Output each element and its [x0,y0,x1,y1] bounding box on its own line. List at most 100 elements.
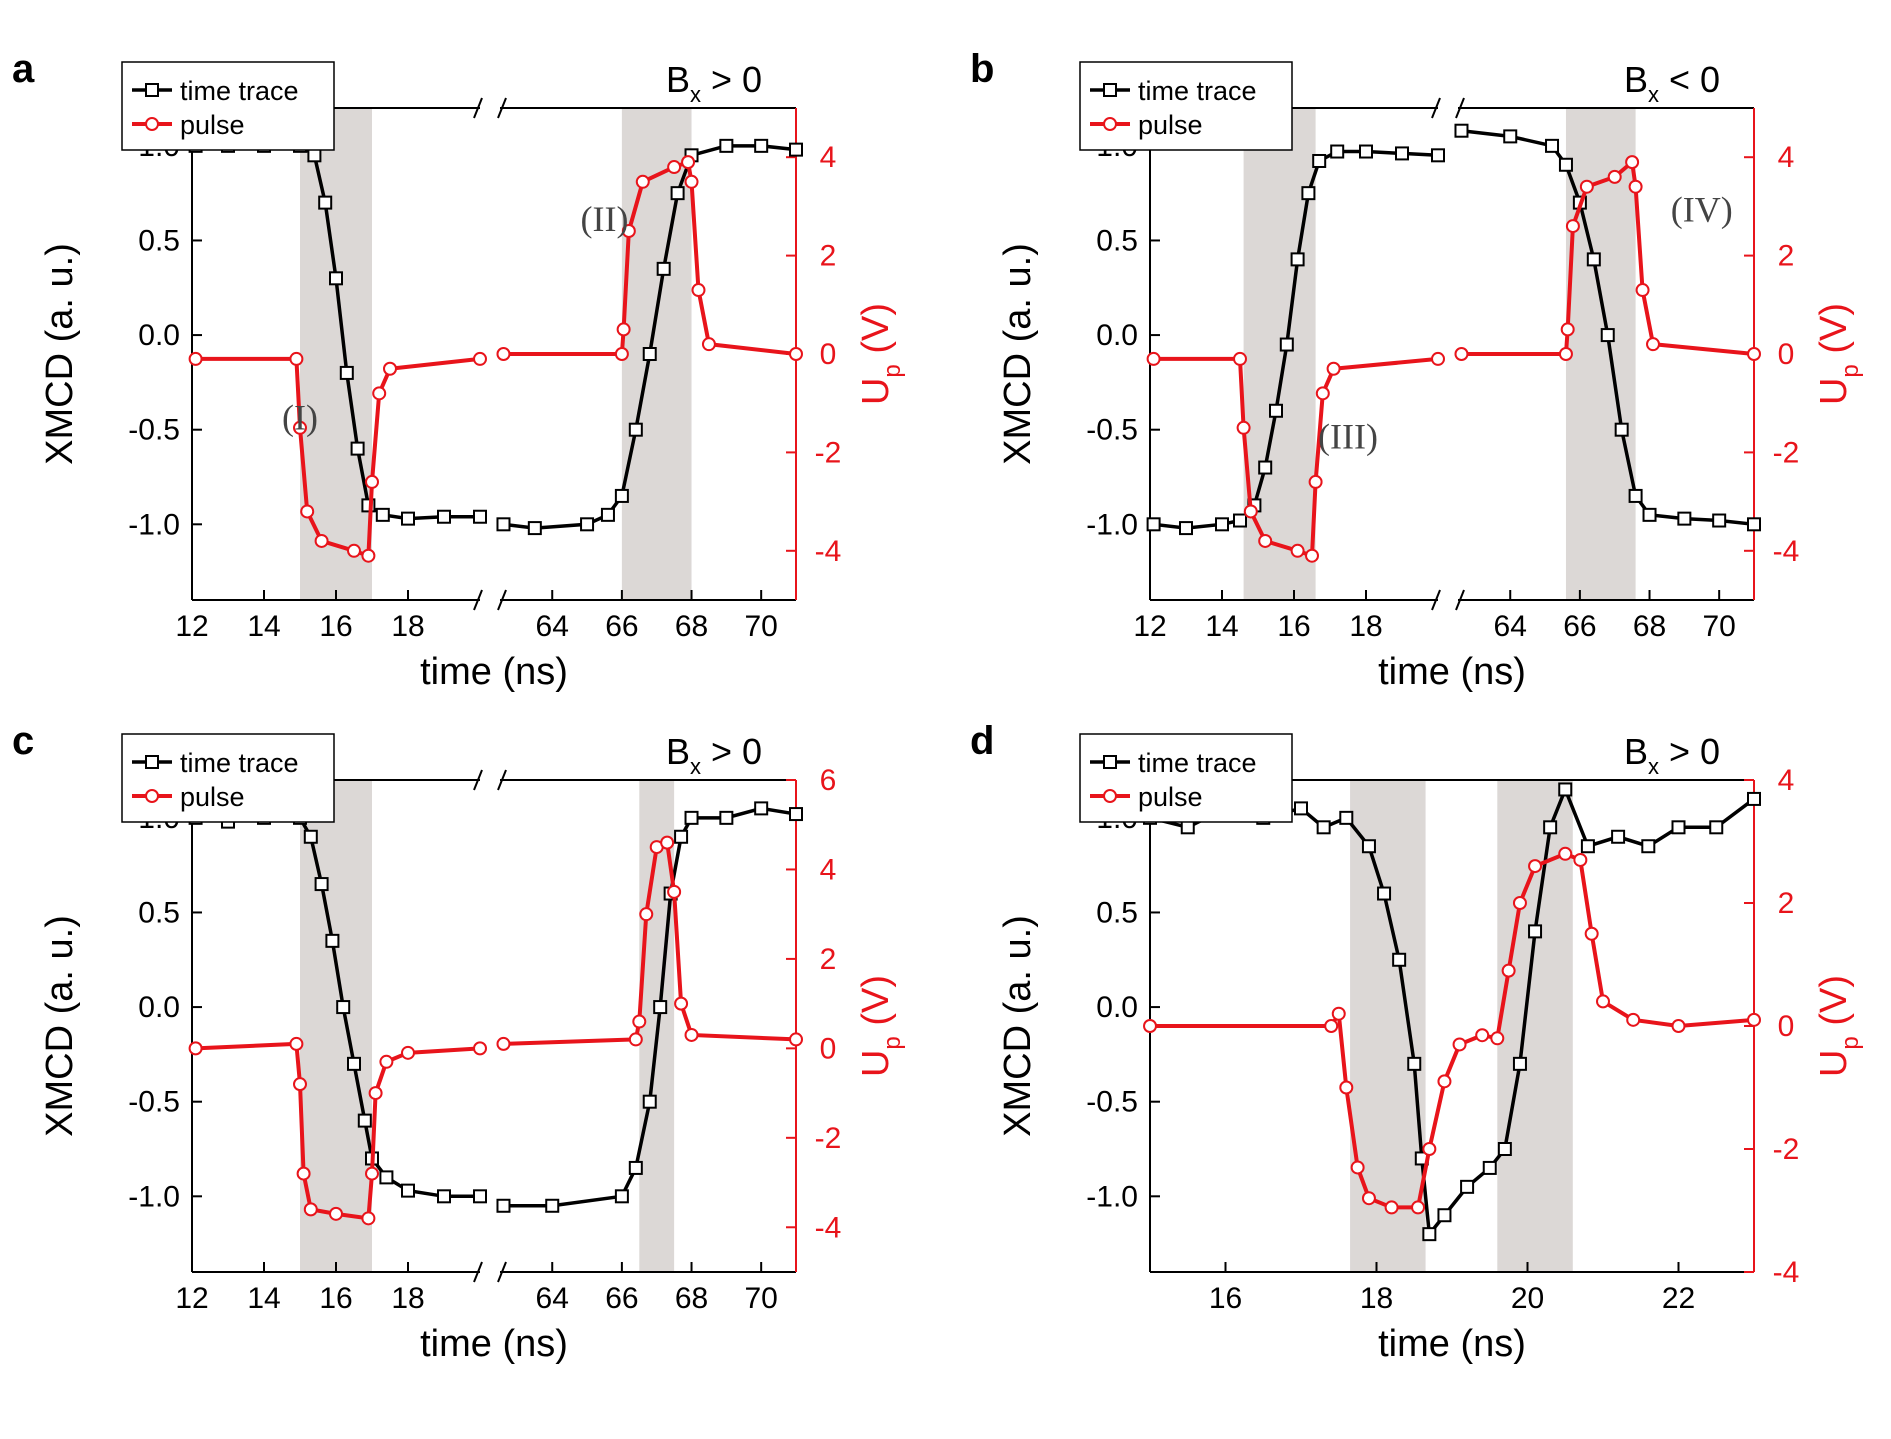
trace-point [336,1000,351,1015]
pulse-point [1326,361,1341,376]
legend-trace-label: time trace [180,76,299,106]
trace-point [754,801,769,816]
field-label-sub: x [690,754,701,779]
legend: time trace pulse [1079,61,1293,151]
pulse-point [1411,1200,1426,1215]
legend: time trace pulse [121,733,335,823]
series-pulse [1146,155,1761,563]
trace-point [1747,791,1761,806]
axis-break-mark [473,589,483,611]
y-right-label-unit: (V) [855,303,897,364]
field-label-b: B [666,59,690,100]
trace-point [1628,488,1643,503]
pulse-point [1671,1019,1686,1033]
trace-point [1503,129,1518,144]
pulse-point [1422,1142,1437,1156]
trace-point [642,1094,657,1109]
pulse-point [383,361,397,376]
field-label-b: B [666,731,690,772]
y-left-tick-label: -1.0 [128,1180,180,1213]
trace-point [401,511,415,526]
pulse-point [1501,963,1516,978]
trace-point [1543,820,1558,835]
y-left-tick-label: 0.5 [138,896,180,929]
field-label-sign: > 0 [1659,731,1720,772]
x-tick-label: 12 [175,610,208,643]
field-label-sign: < 0 [1659,59,1720,100]
field-label: Bx < 0 [1624,59,1720,107]
pulse-point [329,1206,343,1221]
field-label-sub: x [690,82,701,107]
trace-point [318,195,333,210]
y-right-tick-label: 4 [1778,141,1795,174]
trace-point [656,261,671,276]
trace-point [719,138,734,153]
trace-point [1179,521,1193,536]
pulse-point [667,160,682,175]
x-axis-label: time (ns) [420,651,568,693]
trace-point [1497,1142,1512,1156]
pulse-window-shade [300,780,372,1272]
trace-point [1512,1056,1527,1071]
axis-break-mark [497,769,507,791]
y-left-tick-label: -0.5 [1086,1086,1138,1119]
pulse-point [300,504,315,519]
y-right-tick-label: 2 [820,943,837,976]
series-line [1150,851,1755,1210]
y-right-tick-label: 0 [1778,338,1795,371]
trace-point [545,1198,560,1213]
pulse-point [1350,1160,1365,1175]
y-left-tick-label: 0.5 [1096,224,1138,257]
trace-point [350,441,365,456]
trace-point [628,422,643,437]
pulse-point [667,884,682,899]
y-left-axis-label: XMCD (a. u.) [997,915,1039,1137]
pulse-point [188,351,203,366]
trace-point [496,1198,511,1213]
x-tick-label: 18 [391,1282,424,1315]
y-left-tick-label: -1.0 [128,508,180,541]
pulse-point [1560,322,1575,337]
legend-pulse-label: pulse [180,110,245,140]
trace-point [1747,517,1761,532]
legend-trace-label: time trace [1138,748,1257,778]
trace-point [1677,511,1692,526]
trace-point [1279,337,1294,352]
field-label-sign: > 0 [701,731,762,772]
trace-point [379,1170,394,1185]
y-right-label-unit: (V) [855,975,897,1036]
pulse-point [1258,533,1273,548]
trace-point [789,807,803,822]
x-tick-label: 16 [1277,610,1310,643]
pulse-point [1579,179,1594,194]
y-right-tick-label: 4 [820,141,837,174]
pulse-point [1558,846,1573,861]
pulse-point [314,533,329,548]
y-left-axis-label: XMCD (a. u.) [39,915,81,1137]
series-pulse [1143,846,1761,1215]
trace-point [1482,1160,1497,1175]
trace-point [1361,839,1376,854]
y-left-tick-label: -0.5 [1086,414,1138,447]
axis-break-mark [1455,589,1465,611]
trace-point [1558,782,1573,797]
axis-break-mark [497,97,507,119]
trace-point [496,517,511,532]
series-time-trace [1146,123,1761,536]
y-right-tick-label: -2 [1773,1133,1800,1166]
field-label: Bx > 0 [666,731,762,779]
pulse-point [1315,386,1330,401]
trace-point [473,1189,487,1204]
legend-box [1079,733,1293,823]
trace-point [314,877,329,892]
legend-pulse-marker [1103,117,1117,131]
pulse-point [639,907,654,922]
legend-pulse-marker [145,117,159,131]
series-pulse [188,835,803,1226]
series-pulse [188,155,803,563]
trace-point [670,186,685,201]
pulse-point [372,386,387,401]
trace-point [347,1056,361,1071]
legend-trace-label: time trace [1138,76,1257,106]
y-right-label-u: U [855,378,897,405]
